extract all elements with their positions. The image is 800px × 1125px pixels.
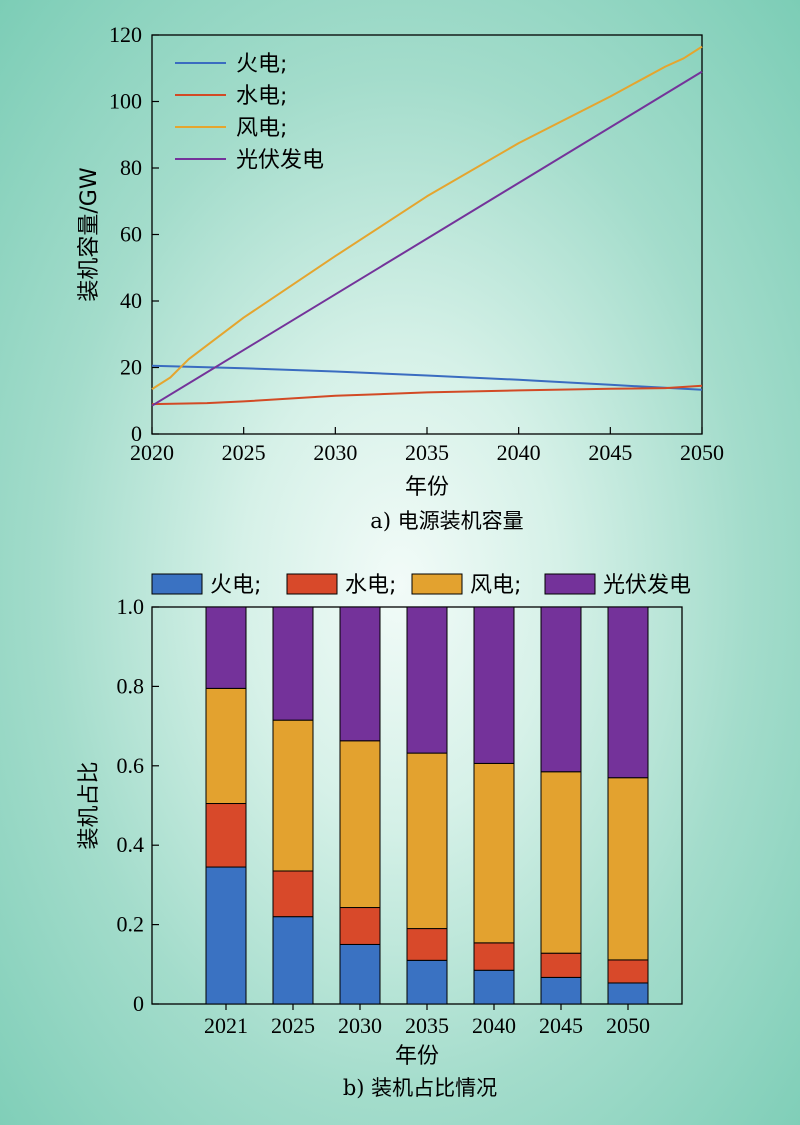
x-tick-label: 2025 — [271, 1013, 315, 1038]
legend-swatch — [544, 573, 596, 595]
y-tick-label: 120 — [109, 22, 142, 47]
bar-segment — [473, 606, 515, 764]
x-tick-label: 2035 — [405, 440, 449, 465]
bar-segment — [272, 916, 314, 1005]
x-tick-label: 2035 — [405, 1013, 449, 1038]
bar-segment — [406, 606, 448, 754]
legend-label: 光伏发电 — [603, 573, 691, 598]
legend-label: 风电; — [470, 573, 521, 598]
series-line-3 — [151, 45, 703, 390]
x-tick-label: 2021 — [204, 1013, 248, 1038]
y-tick-label: 0.2 — [117, 912, 145, 937]
x-axis-title: 年份 — [395, 1044, 439, 1069]
bar-segment — [540, 952, 582, 978]
bar-segment — [272, 719, 314, 872]
bar-segment — [272, 870, 314, 918]
chart-caption: a) 电源装机容量 — [370, 509, 523, 533]
legend-swatch — [151, 573, 203, 595]
series-line-1 — [151, 364, 703, 391]
x-tick-label: 2020 — [130, 440, 174, 465]
bar-segment — [607, 606, 649, 779]
line-chart: 2020 2025 2030 2035 2040 2045 2050020406080100… — [77, 22, 724, 533]
bar-segment — [406, 752, 448, 930]
legend-label: 光伏发电 — [236, 148, 324, 173]
plot-frame — [151, 34, 703, 435]
bar-segment — [339, 943, 381, 1005]
y-tick-label: 20 — [120, 355, 142, 380]
x-tick-label: 2045 — [539, 1013, 583, 1038]
stacked-bar-chart: 0 0.2 0.4 0.6 0.8 1.0 2021 2025 2030 2035 2040 2045… — [77, 573, 691, 1100]
bar-segment — [272, 606, 314, 721]
bar-segment — [473, 942, 515, 971]
chart-caption: b) 装机占比情况 — [343, 1076, 497, 1100]
legend-swatch — [286, 573, 338, 595]
x-tick-label: 2040 — [472, 1013, 516, 1038]
legend-label: 水电; — [345, 573, 396, 598]
y-tick-label: 60 — [120, 222, 142, 247]
y-tick-label: 0.4 — [117, 832, 145, 857]
y-tick-label: 40 — [120, 288, 142, 313]
y-tick-label: 0 — [131, 421, 142, 446]
bar-segment — [540, 771, 582, 954]
y-axis-title: 装机占比 — [77, 761, 102, 849]
legend-label: 风电; — [236, 116, 287, 141]
bar-segment — [540, 606, 582, 773]
y-tick-label: 0 — [133, 991, 144, 1016]
x-tick-label: 2025 — [222, 440, 266, 465]
y-tick-label: 100 — [109, 89, 142, 114]
series-line-2 — [151, 384, 703, 406]
x-tick-label: 2045 — [588, 440, 632, 465]
bar-segment — [473, 762, 515, 944]
y-tick-label: 1.0 — [117, 594, 145, 619]
y-tick-label: 0.8 — [117, 673, 145, 698]
bar-segment — [339, 606, 381, 742]
bar-segment — [540, 976, 582, 1005]
legend-label: 水电; — [236, 84, 287, 109]
x-tick-label: 2030 — [313, 440, 357, 465]
bar-segment — [205, 803, 247, 868]
x-tick-label: 2030 — [338, 1013, 382, 1038]
bar-segment — [406, 959, 448, 1005]
series-line-4 — [151, 70, 703, 407]
y-axis-title: 装机容量/GW — [77, 167, 102, 301]
x-tick-label: 2050 — [680, 440, 724, 465]
x-tick-label: 2050 — [606, 1013, 650, 1038]
bar-segment — [607, 959, 649, 984]
bar-segment — [205, 606, 247, 689]
bar-segment — [339, 740, 381, 909]
bar-segment — [473, 969, 515, 1005]
bar-segment — [339, 907, 381, 945]
legend-swatch — [411, 573, 463, 595]
bar-segment — [205, 687, 247, 805]
legend-label: 火电; — [236, 52, 287, 77]
bar-segment — [406, 928, 448, 961]
y-tick-label: 0.6 — [117, 753, 145, 778]
bar-segment — [607, 982, 649, 1005]
x-axis-title: 年份 — [405, 475, 449, 500]
y-tick-label: 80 — [120, 155, 142, 180]
bar-segment — [607, 777, 649, 961]
bar-segment — [205, 866, 247, 1005]
x-tick-label: 2040 — [497, 440, 541, 465]
legend-label: 火电; — [210, 573, 261, 598]
